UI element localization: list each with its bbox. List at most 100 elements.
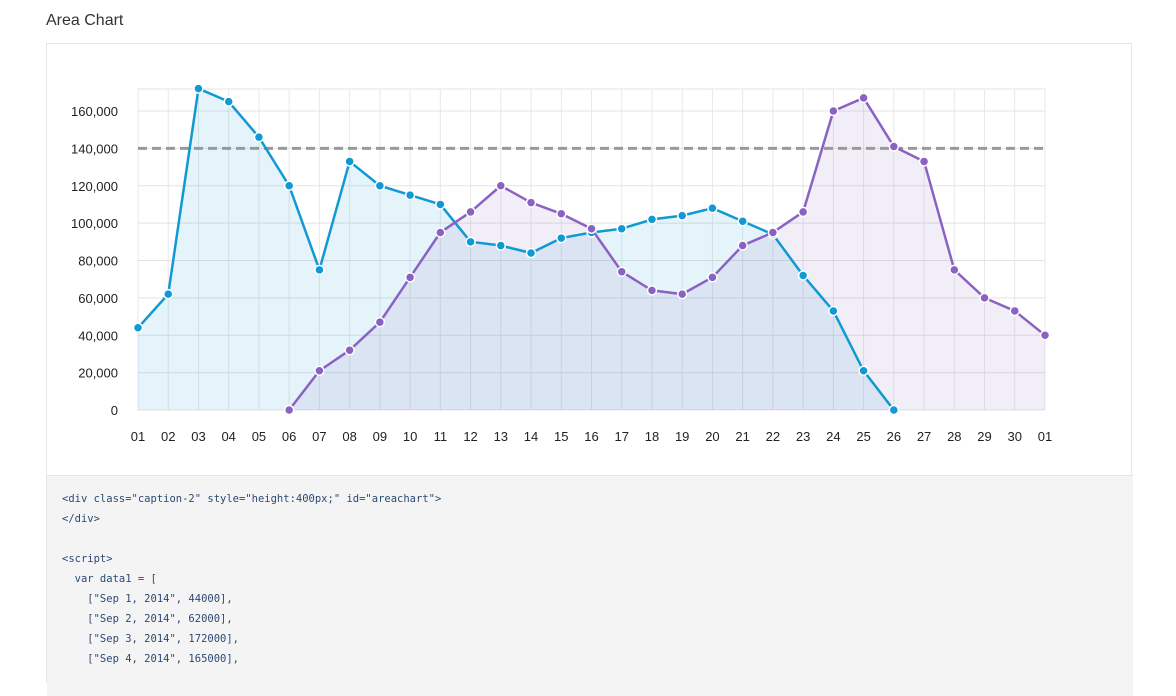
x-tick-label: 28 [947,429,961,444]
series-1-point [283,180,295,191]
series-1-point [435,199,446,210]
x-tick-label: 27 [917,429,931,444]
series-2-point [495,180,507,191]
series-2-point [828,105,839,117]
x-tick-label: 18 [645,429,659,444]
series-2-point [465,206,476,218]
series-1-point [828,305,839,317]
x-tick-label: 21 [735,429,749,444]
series-2-point [314,365,325,377]
y-tick-label: 100,000 [71,216,118,231]
area-chart-svg: 0 20,000 40,000 60,000 80,000 100,000 120,000 1… [71,83,1052,444]
series-2-point [918,156,930,167]
area-chart: 0 20,000 40,000 60,000 80,000 100,000 120,000 1… [47,44,1133,475]
code-line: <div class="caption-2" style="height:400… [62,493,442,505]
series-2-point [283,404,295,416]
series-1-point [253,131,265,143]
code-line: ["Sep 3, 2014", 172000], [62,633,240,645]
x-tick-label: 14 [524,429,538,444]
series-2-point [586,223,597,234]
y-tick-label: 60,000 [78,291,118,306]
x-tick-label: 04 [221,429,235,444]
series-1-point [556,232,567,244]
y-tick-label: 40,000 [78,328,118,343]
x-tick-label: 20 [705,429,719,444]
series-2-point [949,264,960,276]
x-tick-label: 11 [434,429,448,444]
x-tick-label: 09 [373,429,387,444]
series-2-point [767,227,779,238]
series-2-point [676,288,688,300]
series-2-point [646,285,658,296]
series-1-point [374,180,386,191]
x-tick-label: 19 [675,429,689,444]
series-1-point [646,214,658,225]
code-line: ["Sep 2, 2014", 62000], [62,613,233,625]
series-1-point [858,365,869,377]
code-line: <script> [62,553,113,565]
x-tick-label: 16 [584,429,598,444]
chart-card: 0 20,000 40,000 60,000 80,000 100,000 120,000 1… [46,43,1133,696]
section-title: Area Chart [46,12,124,29]
series-1-point [223,96,234,107]
series-2-point [556,208,567,220]
series-2-point [858,92,869,104]
x-tick-label: 22 [766,429,780,444]
x-tick-label: 25 [856,429,870,444]
series-2-area [289,97,1046,410]
code-line [62,529,1133,549]
x-tick-label: 08 [342,429,356,444]
x-tick-label: 30 [1008,429,1022,444]
series-1-point [404,189,416,201]
code-block: <div class="caption-2" style="height:400… [47,476,1133,669]
x-tick-label: 10 [403,429,417,444]
series-1-point [162,288,174,300]
code-line: ["Sep 4, 2014", 165000], [62,653,240,665]
x-tick-label: 26 [887,429,901,444]
series-1-point [465,236,476,248]
code-line: ["Sep 1, 2014", 44000], [62,593,233,605]
y-tick-label: 80,000 [78,254,118,269]
series-2-point [797,206,809,218]
series-2-point [525,197,537,208]
y-tick-label: 0 [111,403,118,418]
code-line: var data1 = [ [62,573,157,585]
y-tick-label: 160,000 [71,104,118,119]
series-1-point [676,210,688,221]
series-1-point [797,270,809,281]
x-tick-label: 02 [161,429,175,444]
series-1-point [344,156,355,167]
code-line: </div> [62,513,100,525]
x-tick-label: 15 [554,429,568,444]
series-1-point [707,202,718,214]
y-tick-label: 120,000 [71,179,118,194]
y-tick-label: 20,000 [78,366,118,381]
series-1-point [132,322,144,334]
x-tick-label: 13 [494,429,508,444]
series-2-point [979,292,990,304]
series-1-point [314,264,325,276]
series-1-point [525,247,537,259]
series-1-area [138,88,894,410]
series-1-point [193,83,204,94]
series-2-point [404,272,416,283]
series-2-point [344,344,355,356]
series-2-point [888,141,900,152]
x-tick-label: 23 [796,429,810,444]
code-sample: <div class="caption-2" style="height:400… [47,475,1133,696]
x-tick-label: 29 [977,429,991,444]
series-2-point [737,240,748,251]
series-1-point [495,240,507,251]
series-2-point [435,227,446,238]
x-tick-label: 12 [463,429,477,444]
series-1-point [737,216,748,227]
series-1-point [616,223,627,234]
x-tick-label: 24 [826,429,840,444]
x-tick-label: 05 [252,429,266,444]
x-tick-label: 06 [282,429,296,444]
series-2-point [374,316,386,328]
x-tick-label: 07 [312,429,326,444]
x-tick-label: 01 [131,429,145,444]
series-2-point [616,266,627,277]
series-1-point [888,404,900,416]
